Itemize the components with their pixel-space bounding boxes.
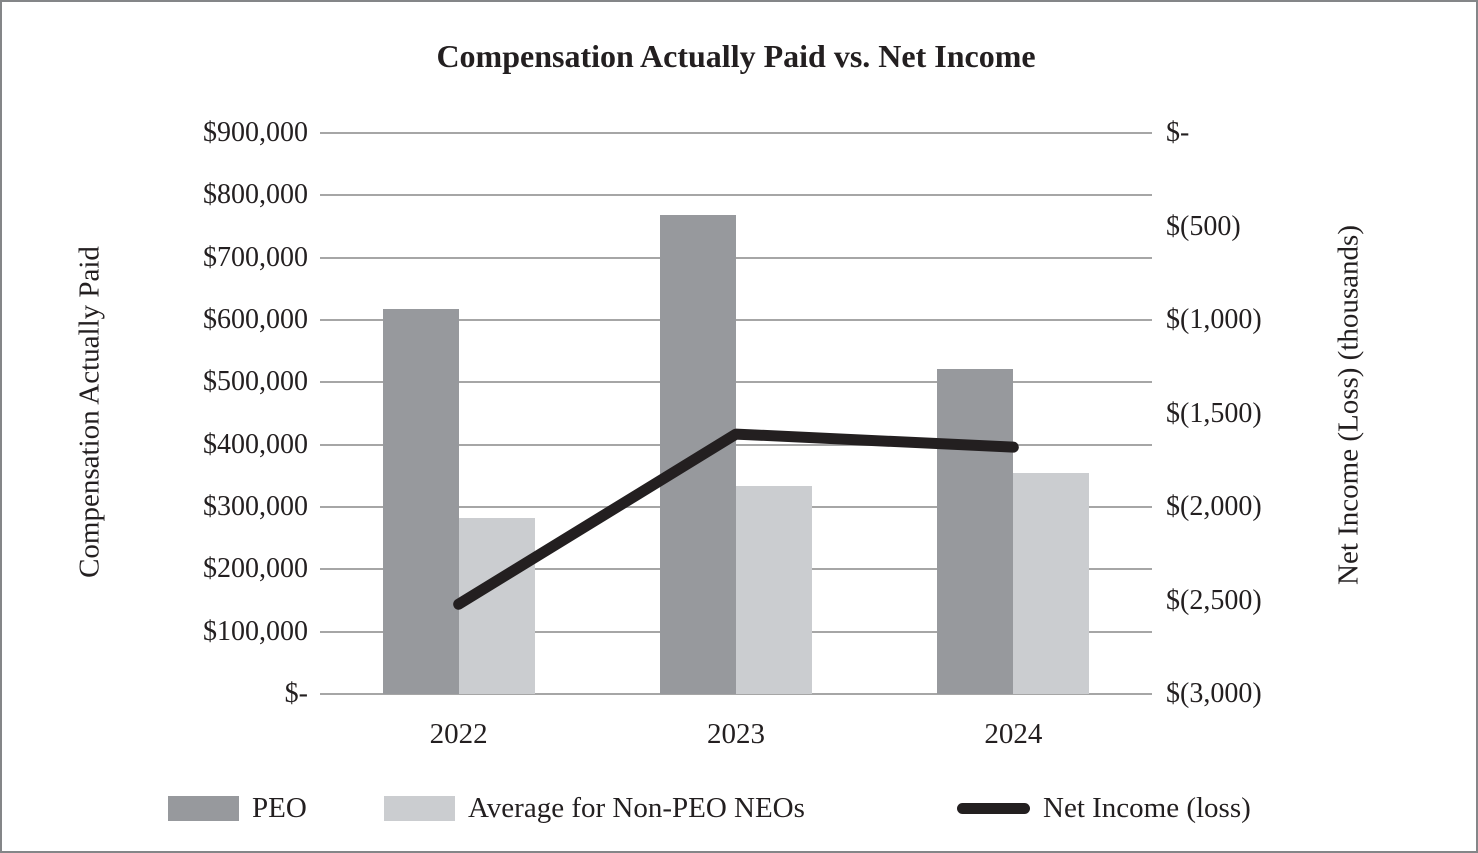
legend-item-non-peo: Average for Non-PEO NEOs	[384, 788, 805, 828]
x-axis-label: 2024	[984, 718, 1043, 750]
peo-swatch-icon	[168, 795, 239, 821]
gridline	[320, 319, 1152, 321]
left-axis-tick-label: $300,000	[203, 491, 308, 522]
legend-item-peo: PEO	[168, 788, 307, 828]
legend-label-peo: PEO	[252, 791, 307, 824]
left-axis-tick-label: $900,000	[203, 117, 308, 148]
left-axis-tick-label: $400,000	[203, 428, 308, 460]
gridline	[320, 381, 1152, 384]
legend-label-non-peo: Average for Non-PEO NEOs	[468, 791, 805, 824]
right-axis-tick-label: $-	[1166, 117, 1190, 148]
gridline	[320, 194, 1152, 197]
right-axis-title: Net Income (Loss) (thousands)	[1332, 225, 1365, 585]
gridline	[320, 132, 1152, 134]
bar-peo-2023	[660, 215, 736, 694]
left-axis-tick-label: $-	[284, 678, 308, 709]
right-axis-tick-label: $(2,500)	[1166, 584, 1262, 616]
bar-non-peo-2022	[458, 517, 535, 694]
left-axis-tick-label: $600,000	[203, 304, 308, 335]
legend-label-net-income: Net Income (loss)	[1043, 791, 1251, 824]
gridline	[320, 256, 1152, 259]
legend-item-net-income: Net Income (loss)	[957, 788, 1251, 828]
right-axis-tick-label: $(1,500)	[1166, 397, 1262, 429]
left-axis-title: Compensation Actually Paid	[73, 246, 106, 578]
x-axis-label: 2023	[707, 718, 765, 750]
x-axis-label: 2022	[429, 718, 488, 750]
right-axis-tick-label: $(2,000)	[1166, 491, 1262, 522]
chart-title: Compensation Actually Paid vs. Net Incom…	[436, 38, 1036, 74]
right-axis-tick-label: $(3,000)	[1166, 678, 1262, 709]
right-axis-tick-label: $(500)	[1166, 210, 1241, 242]
left-axis-tick-label: $100,000	[203, 615, 308, 647]
bar-peo-2024	[937, 368, 1014, 694]
left-axis-tick-label: $200,000	[203, 553, 308, 585]
left-axis-tick-label: $700,000	[203, 241, 308, 273]
left-axis-tick-label: $800,000	[203, 179, 308, 211]
bar-non-peo-2023	[736, 486, 812, 694]
right-axis-tick-label: $(1,000)	[1166, 304, 1262, 335]
bar-peo-2022	[382, 308, 459, 694]
bar-non-peo-2024	[1013, 473, 1090, 694]
left-axis-tick-label: $500,000	[203, 366, 308, 398]
gridline	[320, 693, 1152, 695]
net-income-line-swatch-icon	[957, 802, 1030, 814]
non-peo-swatch-icon	[384, 795, 455, 821]
